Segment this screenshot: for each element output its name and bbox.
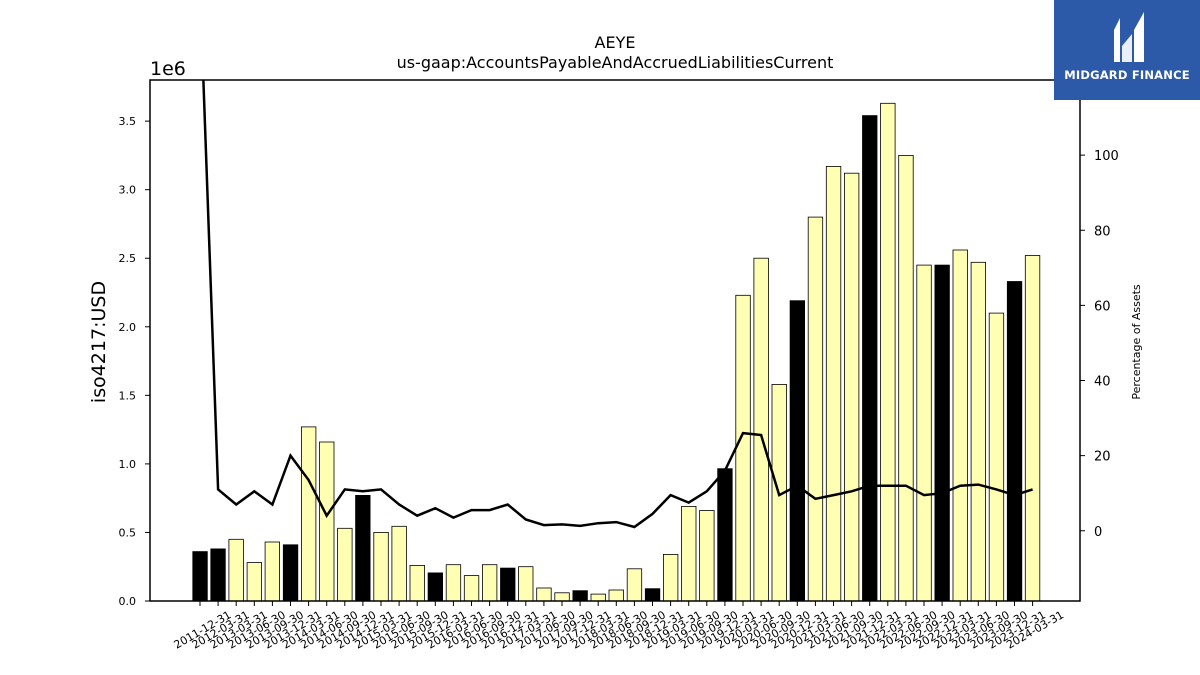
bar [608,589,624,602]
bar [319,441,335,602]
y2-tick-label: 40 [1094,375,1111,390]
bar [681,505,697,602]
bar [337,527,353,602]
x-axis: 2011-12-312012-03-312013-03-312013-06-30… [172,601,1066,652]
bar [463,575,480,602]
y2-axis-label: Percentage of Assets [1130,284,1143,400]
bar [445,564,462,602]
y-tick-label: 0.0 [119,595,137,608]
bar [970,261,986,602]
bar-series [192,102,1041,602]
bar [554,592,570,602]
y-axis: 0.0 0.5 1.0 1.5 2.0 2.5 3.0 3.5 [119,115,150,608]
logo-text: MIDGARD FINANCE [1064,68,1190,82]
y2-tick-label: 60 [1094,299,1111,314]
bar [246,562,263,602]
bar [264,541,281,602]
chart-title: AEYE [595,33,636,52]
bar [844,172,860,602]
bar [500,567,516,602]
bar [590,593,606,602]
bar [409,565,425,602]
bar [373,532,389,602]
bar [644,588,661,602]
y2-tick-label: 100 [1094,149,1119,164]
y-tick-label: 0.5 [119,526,137,539]
bar [789,300,805,602]
bar [699,510,715,602]
midgard-logo-icon [1114,12,1144,62]
bar [898,154,914,602]
bar [210,548,226,602]
bar [427,572,444,602]
bar [282,544,299,602]
bar [192,551,208,602]
y-tick-label: 3.5 [119,115,137,128]
y2-tick-label: 20 [1094,450,1111,465]
bar [952,249,968,602]
bar [572,590,588,602]
chart-subtitle: us-gaap:AccountsPayableAndAccruedLiabili… [397,53,834,72]
bar [934,264,950,602]
bar [300,426,317,602]
bar [1006,281,1023,602]
bar [518,566,534,602]
bar [1024,255,1041,602]
bar [916,264,932,602]
bar [735,294,751,602]
bar [862,115,878,602]
bar [753,257,769,602]
bar [355,494,371,602]
bar [626,568,643,602]
percentage-line [202,80,1033,529]
percentage-line-series [202,80,1033,529]
midgard-finance-logo: MIDGARD FINANCE [1054,0,1200,100]
bar [481,564,498,602]
y-tick-label: 3.0 [119,184,137,197]
bar [880,102,896,602]
bar [807,216,824,602]
y-tick-label: 1.0 [119,458,137,471]
y2-axis: 0 20 40 60 80 100 [1080,149,1119,540]
bar [228,538,244,602]
bar [717,468,733,602]
y2-tick-label: 0 [1094,525,1102,540]
y-axis-offset-label: 1e6 [150,58,186,80]
y-axis-label: iso4217:USD [88,281,110,403]
bar [663,554,679,602]
y-tick-label: 2.5 [119,252,137,265]
bar [825,165,842,602]
y2-tick-label: 80 [1094,224,1111,239]
bar [536,587,552,602]
plot-area-frame [149,79,1081,602]
y-tick-label: 1.5 [119,389,137,402]
bar [391,525,407,602]
y-tick-label: 2.0 [119,321,137,334]
bar [988,312,1005,602]
